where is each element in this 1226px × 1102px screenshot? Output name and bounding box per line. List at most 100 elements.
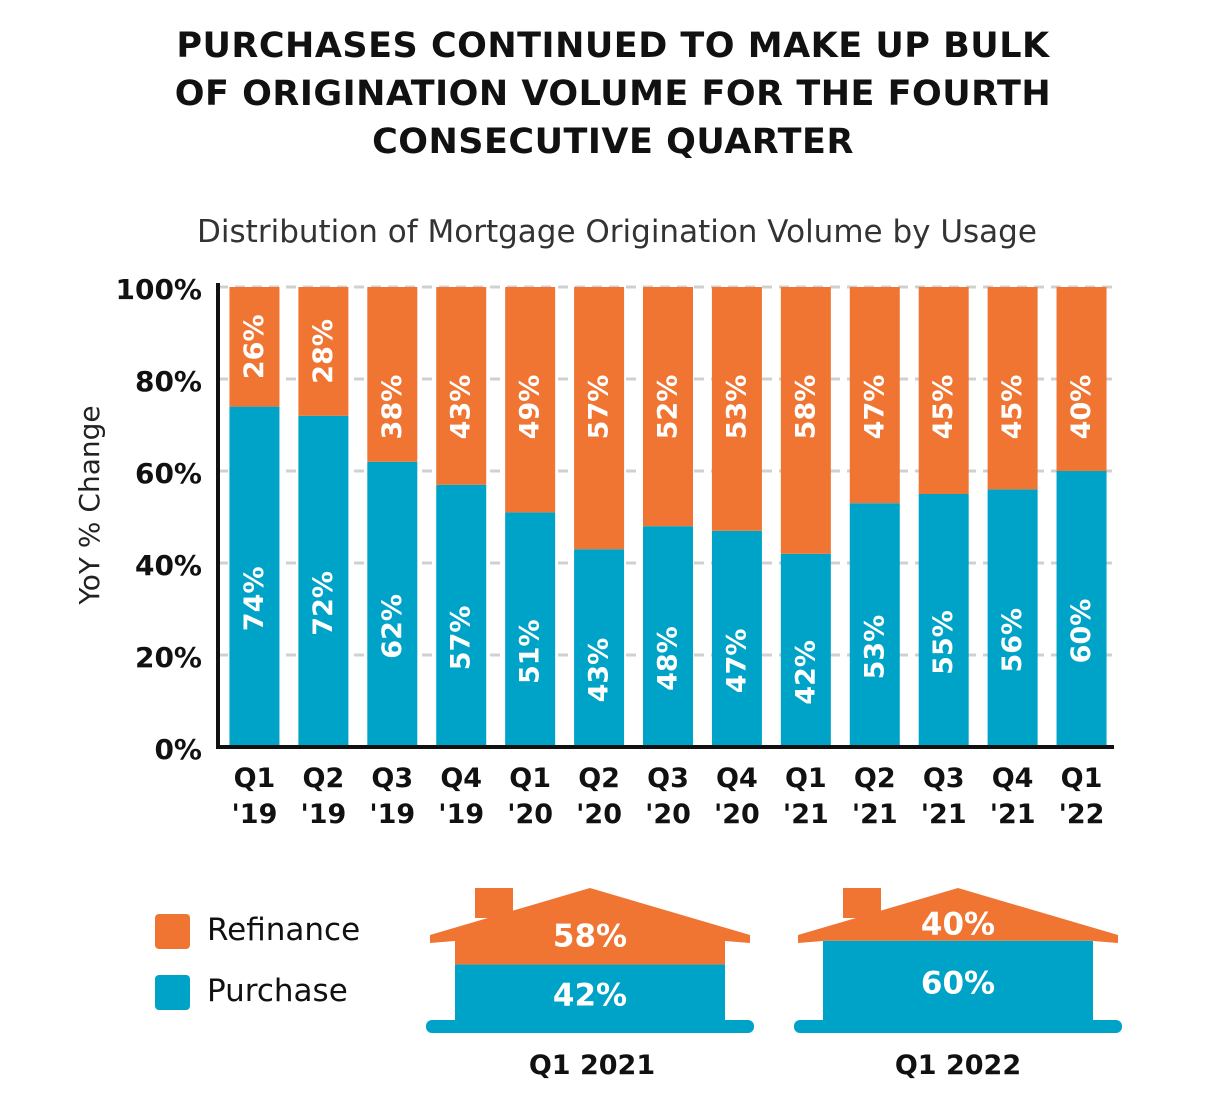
bar-refinance bbox=[298, 287, 349, 416]
x-tick-label-quarter: Q1 bbox=[234, 763, 276, 794]
house-label-q1-2022: Q1 2022 bbox=[894, 1050, 1022, 1081]
bar-refinance bbox=[229, 287, 280, 407]
y-tick-label: 100% bbox=[115, 273, 202, 306]
x-tick-label-quarter: Q4 bbox=[716, 763, 758, 794]
house-chimney bbox=[843, 888, 881, 918]
data-label-refinance: 52% bbox=[653, 375, 684, 440]
y-tick-label: 0% bbox=[154, 733, 202, 766]
bar-refinance bbox=[780, 287, 831, 554]
bar-refinance bbox=[849, 287, 900, 504]
data-label-purchase: 57% bbox=[446, 606, 477, 671]
bars: 74% 26% 72% 28% 62% 38% 57% 43% 51% 49% 43% 57% 48% 5… bbox=[229, 287, 1107, 747]
house-foundation bbox=[426, 1020, 754, 1033]
bar-refinance bbox=[1056, 287, 1107, 471]
bar-refinance bbox=[367, 287, 418, 462]
house-wall-purchase bbox=[455, 964, 725, 1020]
data-label-purchase: 62% bbox=[377, 594, 408, 659]
data-label-purchase: 42% bbox=[790, 640, 821, 705]
data-label-purchase: 43% bbox=[584, 638, 615, 703]
x-tick-label-year: '19 bbox=[232, 799, 278, 830]
bar-purchase bbox=[229, 406, 280, 747]
bar-refinance bbox=[711, 287, 762, 531]
x-tick-label-year: '20 bbox=[576, 799, 622, 830]
y-axis-label: YoY % Change bbox=[73, 405, 106, 605]
x-tick-label-year: '19 bbox=[369, 799, 415, 830]
house-wall-purchase bbox=[823, 940, 1093, 1020]
data-label-refinance: 58% bbox=[790, 375, 821, 440]
data-label-refinance: 47% bbox=[859, 375, 890, 440]
x-tick-label-quarter: Q3 bbox=[647, 763, 689, 794]
x-tick-label-year: '20 bbox=[714, 799, 760, 830]
bar-purchase bbox=[574, 549, 625, 747]
house-roof-refinance bbox=[430, 888, 750, 965]
house-label-q1-2021: Q1 2021 bbox=[528, 1050, 656, 1081]
bar-purchase bbox=[643, 526, 693, 747]
data-label-refinance: 26% bbox=[239, 314, 270, 379]
bar-purchase bbox=[367, 461, 418, 747]
x-tick-label-quarter: Q4 bbox=[440, 763, 482, 794]
x-tick-label-year: '19 bbox=[300, 799, 346, 830]
data-label-purchase: 47% bbox=[721, 629, 752, 694]
data-label-refinance: 45% bbox=[928, 375, 959, 440]
x-tick-label-quarter: Q2 bbox=[578, 763, 620, 794]
x-tick-label-quarter: Q2 bbox=[303, 763, 345, 794]
bar-purchase bbox=[780, 553, 831, 747]
data-label-refinance: 53% bbox=[721, 375, 752, 440]
data-label-purchase: 56% bbox=[997, 608, 1028, 673]
data-label-refinance: 40% bbox=[1066, 375, 1097, 440]
bar-refinance bbox=[918, 287, 969, 494]
y-tick-label: 60% bbox=[135, 457, 202, 490]
x-tick-label-quarter: Q3 bbox=[371, 763, 413, 794]
x-tick-label-quarter: Q1 bbox=[1061, 763, 1103, 794]
data-label-refinance: 57% bbox=[584, 375, 615, 440]
chart-title: PURCHASES CONTINUED TO MAKE UP BULK OF O… bbox=[0, 22, 1226, 166]
axes: 0% 20% 40% 60% 80% 100% Q1 '19 Q2 '19 Q3 '19 Q4 '19 Q1… bbox=[115, 273, 1114, 830]
data-label-refinance: 43% bbox=[446, 375, 477, 440]
y-tick-label: 40% bbox=[135, 549, 202, 582]
y-tick-label: 80% bbox=[135, 365, 202, 398]
x-tick-label-year: '19 bbox=[438, 799, 484, 830]
x-tick-label-year: '22 bbox=[1059, 799, 1105, 830]
legend-label-purchase: Purchase bbox=[207, 973, 348, 1009]
bar-purchase bbox=[918, 494, 969, 747]
chart-subtitle: Distribution of Mortgage Origination Vol… bbox=[197, 214, 1037, 250]
house-1: 58% 42% bbox=[426, 888, 754, 1033]
x-tick-label-year: '21 bbox=[783, 799, 829, 830]
houses: 58% 42% 40% 60% bbox=[426, 888, 1122, 1033]
x-tick-label-quarter: Q3 bbox=[923, 763, 965, 794]
data-label-purchase: 55% bbox=[928, 610, 959, 675]
house-label-refinance: 40% bbox=[921, 906, 995, 942]
data-label-purchase: 48% bbox=[653, 626, 684, 691]
x-tick-label-quarter: Q4 bbox=[992, 763, 1034, 794]
title-line-3: CONSECUTIVE QUARTER bbox=[372, 122, 854, 162]
house-label-purchase: 60% bbox=[921, 965, 995, 1001]
x-tick-label-year: '21 bbox=[852, 799, 898, 830]
bar-purchase bbox=[505, 512, 556, 747]
house-foundation bbox=[794, 1020, 1122, 1033]
data-label-purchase: 72% bbox=[308, 571, 339, 636]
data-label-refinance: 45% bbox=[997, 375, 1028, 440]
bar-refinance bbox=[505, 287, 556, 513]
house-label-refinance: 58% bbox=[553, 918, 627, 954]
data-label-purchase: 53% bbox=[859, 615, 890, 680]
bar-purchase bbox=[711, 530, 762, 747]
x-tick-label-year: '20 bbox=[507, 799, 553, 830]
house-roof-refinance bbox=[798, 888, 1118, 943]
x-tick-label-quarter: Q1 bbox=[785, 763, 827, 794]
house-label-purchase: 42% bbox=[553, 977, 627, 1013]
x-tick-label-year: '20 bbox=[645, 799, 691, 830]
data-label-refinance: 28% bbox=[308, 319, 339, 384]
legend-swatch-purchase bbox=[155, 975, 190, 1010]
x-tick-label-year: '21 bbox=[990, 799, 1036, 830]
title-line-1: PURCHASES CONTINUED TO MAKE UP BULK bbox=[176, 26, 1050, 66]
bar-refinance bbox=[574, 287, 625, 550]
bar-refinance bbox=[987, 287, 1038, 490]
bar-refinance bbox=[643, 287, 693, 527]
bar-refinance bbox=[436, 287, 487, 485]
legend-swatch-refinance bbox=[155, 914, 190, 949]
y-tick-label: 20% bbox=[135, 641, 202, 674]
x-tick-label-quarter: Q2 bbox=[854, 763, 896, 794]
bar-purchase bbox=[436, 484, 487, 747]
bar-purchase bbox=[298, 415, 349, 747]
